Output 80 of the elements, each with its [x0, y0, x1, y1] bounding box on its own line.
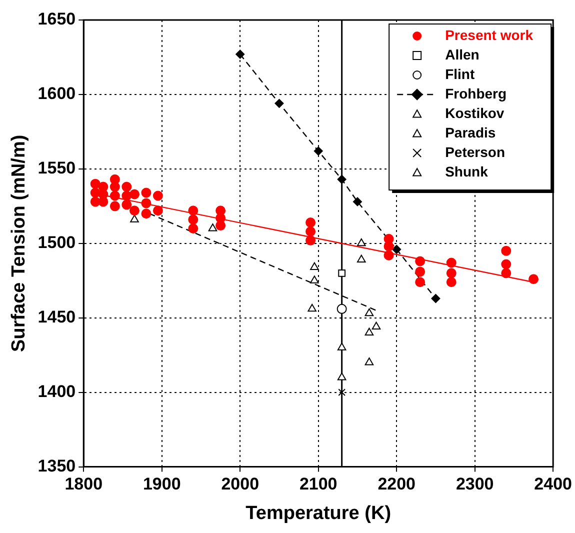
- point: [352, 197, 362, 206]
- point: [337, 174, 346, 184]
- legend-label: Peterson: [445, 144, 506, 160]
- point: [152, 190, 163, 201]
- point: [110, 174, 120, 184]
- x-tick-label: 2200: [378, 474, 416, 494]
- point: [501, 246, 512, 256]
- point: [356, 238, 366, 246]
- point: [446, 277, 456, 288]
- y-tick-label: 1650: [38, 10, 76, 29]
- y-tick-label: 1550: [38, 158, 76, 178]
- point: [446, 258, 456, 268]
- legend-label: Kostikov: [445, 104, 504, 121]
- point: [337, 372, 346, 380]
- point: [446, 268, 456, 278]
- point: [310, 262, 319, 270]
- point: [306, 218, 316, 228]
- point: [188, 214, 198, 225]
- point: [110, 201, 120, 212]
- point: [337, 342, 346, 350]
- point: [415, 266, 426, 277]
- point: [528, 274, 539, 284]
- x-axis-title: Temperature (K): [246, 502, 392, 524]
- point: [392, 244, 402, 254]
- point: [306, 226, 316, 236]
- point: [90, 178, 100, 189]
- point: [384, 234, 394, 244]
- point: [336, 304, 347, 314]
- point: [152, 206, 163, 216]
- point: [501, 268, 512, 278]
- point: [384, 250, 394, 260]
- point: [188, 206, 198, 216]
- point: [129, 206, 140, 216]
- x-tick-label: 2100: [299, 474, 338, 494]
- point: [306, 235, 316, 246]
- point: [188, 224, 198, 234]
- point: [110, 190, 120, 201]
- point: [338, 388, 346, 396]
- point: [415, 277, 426, 288]
- point: [310, 276, 319, 284]
- x-tick-label: 2400: [534, 474, 572, 494]
- point: [122, 200, 132, 210]
- point: [364, 358, 374, 366]
- x-tick-label: 1900: [142, 474, 181, 494]
- y-tick-label: 1400: [38, 382, 76, 402]
- point: [141, 188, 152, 198]
- y-tick-label: 1450: [38, 308, 76, 327]
- x-tick-label: 2000: [221, 474, 260, 494]
- point: [98, 182, 108, 192]
- point: [364, 308, 374, 316]
- point: [208, 224, 218, 232]
- point: [356, 254, 366, 263]
- point: [130, 214, 139, 222]
- legend-label: Shunk: [445, 163, 488, 180]
- legend-label: Paradis: [445, 124, 496, 140]
- point: [141, 208, 152, 219]
- point: [415, 256, 426, 266]
- y-tick-label: 1350: [38, 456, 76, 476]
- y-tick-label: 1600: [38, 84, 76, 104]
- point: [122, 182, 132, 192]
- point: [338, 270, 346, 277]
- point: [141, 198, 152, 208]
- y-axis-title: Surface Tension (mN/m): [8, 134, 30, 352]
- legend-label: Flint: [445, 66, 475, 82]
- point: [216, 206, 226, 216]
- x-tick-label: 1800: [64, 474, 103, 494]
- point: [314, 146, 323, 156]
- point: [129, 189, 140, 200]
- y-tick-label: 1500: [38, 233, 76, 252]
- legend-label: Present work: [445, 26, 534, 43]
- point: [431, 294, 440, 304]
- point: [501, 259, 512, 270]
- point: [364, 328, 374, 336]
- point: [236, 50, 245, 59]
- point: [372, 322, 381, 330]
- point: [274, 98, 284, 108]
- x-tick-label: 2300: [456, 474, 494, 494]
- legend-label: Frohberg: [445, 85, 507, 102]
- legend-label: Allen: [445, 46, 480, 62]
- point: [308, 304, 316, 312]
